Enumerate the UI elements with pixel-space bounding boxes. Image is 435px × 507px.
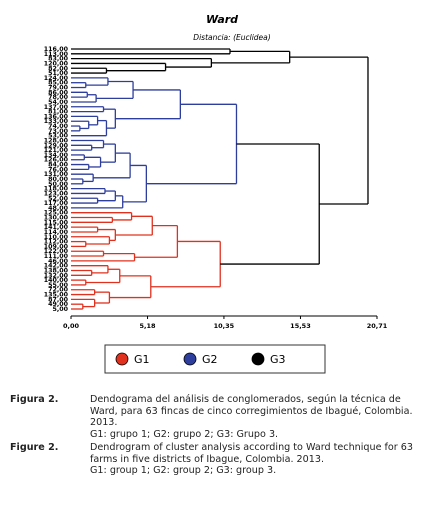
leaf-label: 48,00: [48, 205, 69, 212]
caption: Figure 2. Dendrogram of cluster analysis…: [10, 442, 430, 477]
legend-label: G2: [202, 353, 218, 366]
leaf-label: 49,00: [48, 301, 69, 308]
leaf-label: 125,00: [44, 210, 69, 217]
legend-box: [104, 344, 326, 374]
leaf-label: 138,00: [44, 267, 69, 274]
caption-note: G1: grupo 1; G2: grupo 2; G3: Grupo 3.: [90, 428, 279, 440]
leaf-label: 131,00: [44, 171, 69, 178]
leaf-label: 141,00: [44, 224, 69, 231]
legend-marker: [251, 352, 265, 366]
leaf-label: 118,00: [44, 186, 69, 193]
leaf-label: 136,00: [44, 113, 69, 120]
leaf-label: 79,00: [48, 85, 69, 92]
leaf-label: 126,00: [44, 157, 69, 164]
leaf-label: 128,00: [44, 137, 69, 144]
leaf-label: 114,00: [44, 229, 69, 236]
chart-subtitle: Distancia: (Euclidea): [193, 33, 270, 42]
leaf-label: 55,00: [48, 282, 69, 289]
leaf-label: 81,00: [48, 109, 69, 116]
leaf-label: 121,00: [44, 147, 69, 154]
x-tick-label: 20,71: [367, 322, 388, 330]
leaf-label: 5,00: [52, 306, 68, 313]
leaf-label: 82,00: [48, 65, 69, 72]
caption-text: Dendrogram of cluster analysis according…: [90, 442, 413, 465]
chart-title: Ward: [206, 13, 238, 26]
legend-label: G3: [270, 353, 286, 366]
leaf-label: 124,00: [44, 75, 69, 82]
leaf-label: 135,00: [44, 292, 69, 299]
leaf-label: 130,00: [44, 215, 69, 222]
caption-body: Dendrogram of cluster analysis according…: [90, 442, 425, 477]
legend-label: G1: [134, 353, 150, 366]
leaf-label: 78,00: [48, 94, 69, 101]
caption: Figura 2. Dendograma del análisis de con…: [10, 394, 430, 440]
leaf-label: 87,00: [48, 296, 69, 303]
leaf-label: 109,00: [44, 243, 69, 250]
legend-marker: [183, 352, 197, 366]
leaf-label: 115,00: [44, 219, 69, 226]
leaf-label: 54,00: [48, 99, 69, 106]
leaf-label: 116,00: [44, 46, 69, 53]
x-tick-label: 15,53: [290, 322, 311, 330]
leaf-label: 117,00: [44, 200, 69, 207]
leaf-label: 50,00: [48, 181, 69, 188]
x-tick-label: 5,18: [140, 322, 157, 330]
leaf-label: 137,00: [44, 104, 69, 111]
leaf-label: 123,00: [44, 190, 69, 197]
leaf-label: 111,00: [44, 253, 69, 260]
leaf-label: 129,00: [44, 142, 69, 149]
caption-label: Figura 2.: [10, 394, 59, 405]
chart: Ward Distancia: (Euclidea) 0,00 5,18 10,35…: [44, 13, 388, 374]
caption-label: Figure 2.: [10, 442, 59, 453]
caption-body: Dendograma del análisis de conglomerados…: [90, 394, 425, 440]
leaf-label: 73,00: [48, 128, 69, 135]
leaf-label: 83,00: [48, 56, 69, 63]
leaf-label: 51,00: [48, 70, 69, 77]
leaf-label: 52,00: [48, 195, 69, 202]
legend-marker: [115, 352, 129, 366]
x-tick-label: 10,35: [214, 322, 235, 330]
leaf-label: 120,00: [44, 60, 69, 67]
leaf-label: 85,00: [48, 80, 69, 87]
leaf-label: 132,00: [44, 272, 69, 279]
leaf-label: 142,00: [44, 263, 69, 270]
leaf-label: 76,00: [48, 166, 69, 173]
caption-text: Dendograma del análisis de conglomerados…: [90, 394, 413, 429]
leaf-label: 133,00: [44, 118, 69, 125]
leaf-label: 122,00: [44, 248, 69, 255]
leaf-label: 112,00: [44, 239, 69, 246]
leaf-label: 84,00: [48, 162, 69, 169]
leaf-label: 86,00: [48, 89, 69, 96]
leaf-label: 46,00: [48, 258, 69, 265]
leaf-label: 80,00: [48, 176, 69, 183]
leaf-label: 113,00: [44, 51, 69, 58]
leaf-label: 72,00: [48, 287, 69, 294]
leaf-label: 134,00: [44, 152, 69, 159]
leaf-label: 53,00: [48, 133, 69, 140]
leaf-label: 110,00: [44, 234, 69, 241]
leaf-label: 140,00: [44, 277, 69, 284]
x-tick-label: 0,00: [63, 322, 80, 330]
leaf-label: 74,00: [48, 123, 69, 130]
caption-note: G1: group 1; G2: group 2; G3: group 3.: [90, 465, 277, 477]
